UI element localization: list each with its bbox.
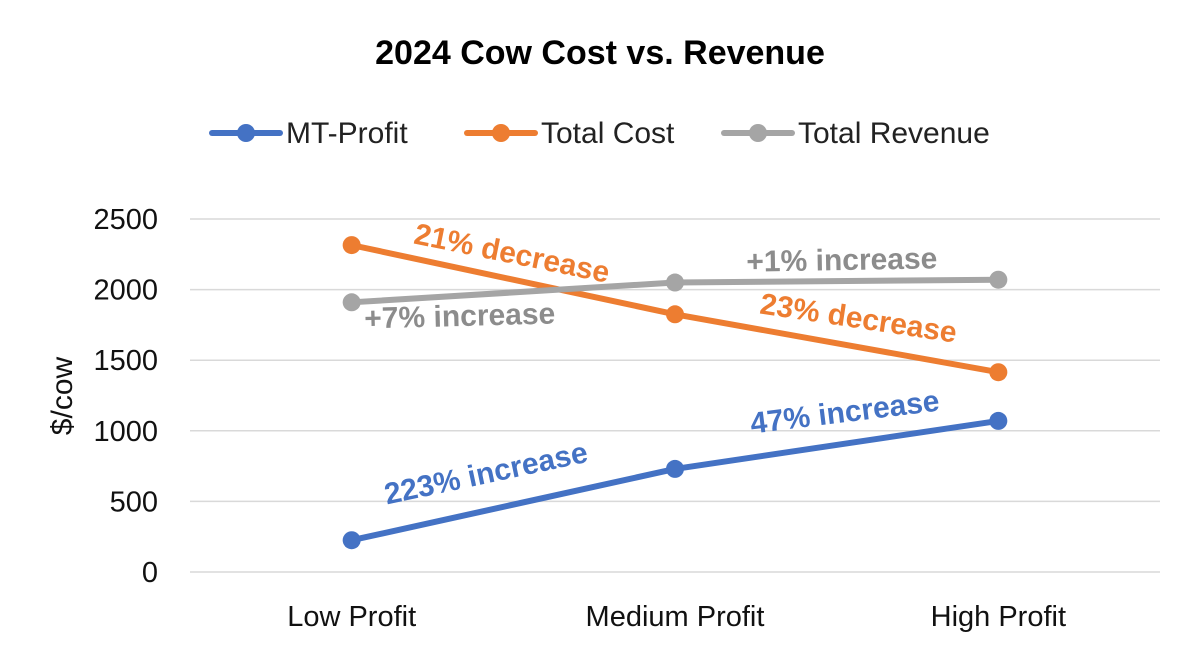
legend-item: MT-Profit [209, 117, 408, 150]
legend-label: MT-Profit [286, 117, 408, 150]
legend-marker [492, 124, 510, 142]
annotation-revenue-increase-1: +7% increase [364, 298, 556, 336]
y-axis-ticks: 0 500 1000 1500 2000 2500 [93, 204, 158, 589]
series-mt-profit [342, 411, 1008, 550]
series-total-revenue [342, 270, 1008, 312]
legend-label: Total Revenue [798, 117, 990, 150]
y-tick-label: 1500 [93, 345, 158, 377]
legend-marker [749, 124, 767, 142]
legend-item: Total Revenue [721, 117, 990, 150]
data-point [666, 459, 684, 478]
legend-item: Total Cost [464, 117, 675, 150]
x-axis-categories: Low Profit Medium Profit High Profit [287, 601, 1066, 633]
y-tick-label: 2500 [93, 204, 158, 236]
series-total-cost [342, 236, 1008, 382]
annotation-total-cost-decrease-2: 23% decrease [758, 288, 959, 350]
data-point [342, 531, 361, 550]
data-point [342, 236, 361, 255]
y-tick-label: 2000 [93, 275, 158, 307]
annotation-revenue-increase-2: +1% increase [746, 242, 938, 278]
data-point [989, 363, 1008, 382]
legend: MT-Profit Total Cost Total Revenue [209, 117, 990, 150]
data-point [989, 411, 1008, 430]
legend-marker [237, 124, 255, 142]
chart-title: 2024 Cow Cost vs. Revenue [375, 34, 825, 72]
data-point [666, 305, 684, 324]
y-tick-label: 500 [110, 486, 158, 518]
legend-label: Total Cost [541, 117, 675, 150]
x-category-label: Low Profit [287, 601, 416, 633]
gridlines [190, 218, 1160, 573]
y-tick-label: 1000 [93, 416, 158, 448]
data-point [666, 273, 684, 292]
x-category-label: Medium Profit [586, 601, 765, 633]
y-tick-label: 0 [142, 557, 158, 589]
annotation-profit-increase-1: 223% increase [381, 436, 590, 511]
data-point [342, 293, 361, 312]
x-category-label: High Profit [931, 601, 1066, 633]
y-axis-label: $/cow [46, 356, 79, 435]
series-group [342, 236, 1008, 550]
data-point [989, 270, 1008, 289]
